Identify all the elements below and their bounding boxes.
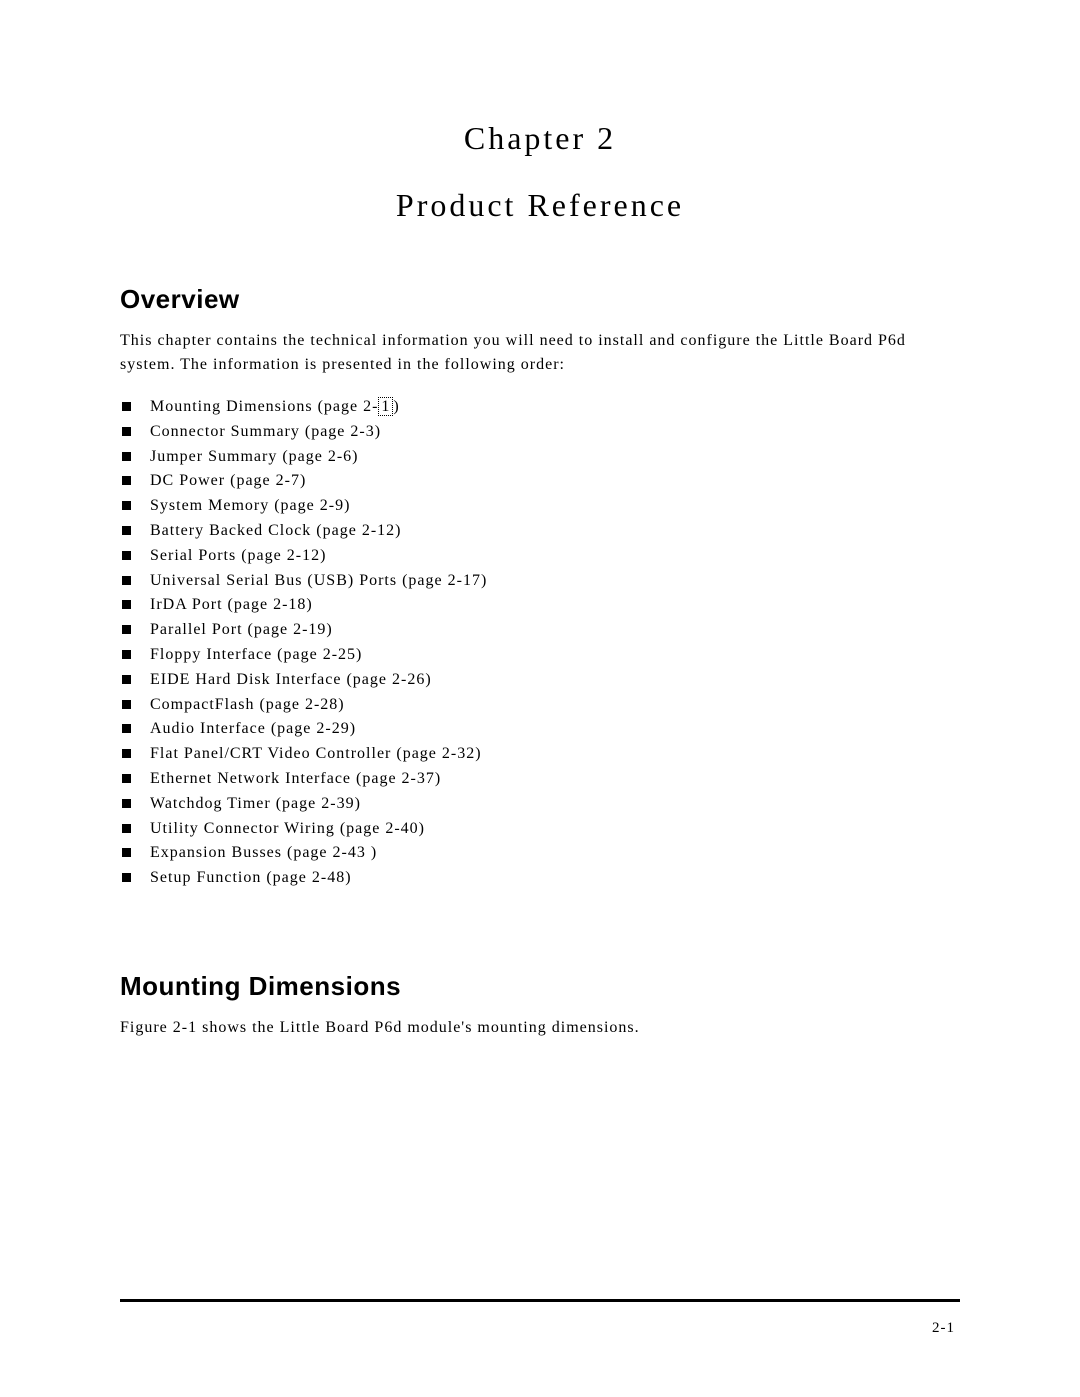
list-item: Mounting Dimensions (page 2-1) xyxy=(122,395,960,420)
list-item: EIDE Hard Disk Interface (page 2-26) xyxy=(122,668,960,693)
list-item: Setup Function (page 2-48) xyxy=(122,866,960,891)
chapter-label: Chapter 2 xyxy=(120,120,960,157)
list-item: Connector Summary (page 2-3) xyxy=(122,420,960,445)
section-overview-heading: Overview xyxy=(120,284,960,315)
overview-bullet-list: Mounting Dimensions (page 2-1)Connector … xyxy=(122,395,960,891)
page-link[interactable]: 1 xyxy=(378,397,393,416)
list-item: Universal Serial Bus (USB) Ports (page 2… xyxy=(122,569,960,594)
list-item: System Memory (page 2-9) xyxy=(122,494,960,519)
list-item: Watchdog Timer (page 2-39) xyxy=(122,792,960,817)
list-item: CompactFlash (page 2-28) xyxy=(122,693,960,718)
list-item: Floppy Interface (page 2-25) xyxy=(122,643,960,668)
overview-intro: This chapter contains the technical info… xyxy=(120,329,960,377)
page-number: 2-1 xyxy=(932,1320,955,1337)
list-item: Jumper Summary (page 2-6) xyxy=(122,445,960,470)
list-item: Audio Interface (page 2-29) xyxy=(122,717,960,742)
list-item: Parallel Port (page 2-19) xyxy=(122,618,960,643)
footer-rule xyxy=(120,1299,960,1302)
list-item: Serial Ports (page 2-12) xyxy=(122,544,960,569)
list-item: Expansion Busses (page 2-43 ) xyxy=(122,841,960,866)
chapter-title: Product Reference xyxy=(120,187,960,224)
section-mounting-heading: Mounting Dimensions xyxy=(120,971,960,1002)
list-item: Utility Connector Wiring (page 2-40) xyxy=(122,817,960,842)
list-item: Battery Backed Clock (page 2-12) xyxy=(122,519,960,544)
list-item: Ethernet Network Interface (page 2-37) xyxy=(122,767,960,792)
list-item: DC Power (page 2-7) xyxy=(122,469,960,494)
list-item: Flat Panel/CRT Video Controller (page 2-… xyxy=(122,742,960,767)
mounting-body: Figure 2-1 shows the Little Board P6d mo… xyxy=(120,1016,960,1040)
list-item: IrDA Port (page 2-18) xyxy=(122,593,960,618)
